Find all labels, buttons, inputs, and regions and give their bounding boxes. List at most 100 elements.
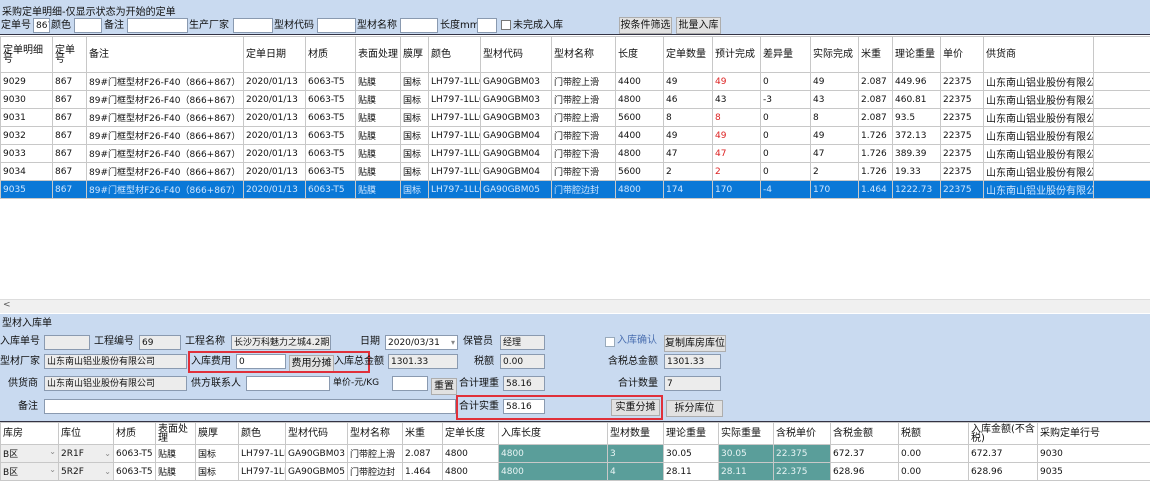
reset-button[interactable]: 重置: [431, 378, 457, 395]
table-cell[interactable]: 30.05: [718, 444, 774, 463]
remark-input[interactable]: [127, 18, 188, 33]
dropdown-chevron-icon[interactable]: ⌄: [49, 465, 56, 474]
maker-field[interactable]: 山东南山铝业股份有限公司: [44, 354, 187, 369]
table-cell[interactable]: 5R2F ⌄: [58, 462, 114, 481]
maker-input[interactable]: [233, 18, 273, 33]
table-cell[interactable]: 4800: [498, 462, 608, 481]
table-row[interactable]: 9029 867 89#门框型材F26-F40（866+867） 2020/01/13…: [0, 72, 1150, 91]
column-header[interactable]: 库位: [58, 422, 114, 445]
column-header[interactable]: 理论重量: [892, 36, 941, 73]
column-header[interactable]: 膜厚: [195, 422, 239, 445]
incomplete-checkbox[interactable]: [501, 20, 511, 30]
project-no-input[interactable]: 69: [139, 335, 181, 350]
column-header[interactable]: 米重: [858, 36, 893, 73]
column-header[interactable]: 材质: [113, 422, 156, 445]
column-header[interactable]: 定单明细号: [0, 36, 53, 73]
receipt-no-input[interactable]: [44, 335, 90, 350]
table-row[interactable]: 9034 867 89#门框型材F26-F40（866+867） 2020/01/13…: [0, 162, 1150, 181]
column-header[interactable]: 型材名称: [551, 36, 616, 73]
column-header[interactable]: 采购定单行号: [1037, 422, 1150, 445]
table-cell[interactable]: 2R1F ⌄: [58, 444, 114, 463]
table-row[interactable]: 9035 867 89#门框型材F26-F40（866+867） 2020/01/13…: [0, 180, 1150, 199]
total-field[interactable]: 1301.33: [388, 354, 458, 369]
project-name-input[interactable]: 长沙万科魅力之城4.2期: [231, 335, 331, 350]
name-input[interactable]: [400, 18, 438, 33]
total-tax-field[interactable]: 1301.33: [664, 354, 721, 369]
dropdown-chevron-icon[interactable]: ⌄: [49, 447, 56, 456]
column-header[interactable]: 入库长度: [498, 422, 608, 445]
table-cell[interactable]: B区 ⌄: [0, 462, 59, 481]
actual-split-button[interactable]: 实重分摊: [611, 399, 660, 416]
tax-field[interactable]: 0.00: [500, 354, 545, 369]
contact-input[interactable]: [246, 376, 330, 391]
order-no-input[interactable]: 867: [33, 18, 50, 33]
table-row[interactable]: 9033 867 89#门框型材F26-F40（866+867） 2020/01/13…: [0, 144, 1150, 163]
column-header[interactable]: 长度: [615, 36, 664, 73]
table-cell[interactable]: 3: [607, 444, 664, 463]
table-cell[interactable]: 28.11: [718, 462, 774, 481]
table-row[interactable]: 9030 867 89#门框型材F26-F40（866+867） 2020/01/13…: [0, 90, 1150, 109]
column-header[interactable]: 入库金额(不含税): [968, 422, 1038, 445]
column-header[interactable]: 供货商: [983, 36, 1094, 73]
column-header[interactable]: 定单日期: [243, 36, 306, 73]
order-detail-grid[interactable]: 定单明细号 定单号 备注 定单日期 材质 表面处理 膜厚 颜色 型材代码 型材名称 长度 定单数量 预计…: [0, 34, 1150, 314]
column-header[interactable]: 含税单价: [773, 422, 831, 445]
supplier-field[interactable]: 山东南山铝业股份有限公司: [44, 376, 187, 391]
column-header[interactable]: 含税金额: [830, 422, 899, 445]
column-header[interactable]: 单价: [940, 36, 984, 73]
column-header[interactable]: 材质: [305, 36, 356, 73]
horizontal-scrollbar[interactable]: <: [0, 299, 1150, 313]
column-header[interactable]: 表面处理: [355, 36, 401, 73]
column-header[interactable]: 型材代码: [285, 422, 348, 445]
dropdown-chevron-icon[interactable]: ⌄: [104, 448, 111, 458]
batch-receive-button[interactable]: 批量入库: [676, 17, 721, 34]
copy-location-button[interactable]: 复制库房库位: [664, 335, 726, 352]
price-input[interactable]: [392, 376, 428, 391]
remark-input[interactable]: [44, 399, 456, 414]
column-header[interactable]: 定单长度: [442, 422, 499, 445]
column-header[interactable]: 税额: [898, 422, 969, 445]
column-header[interactable]: 型材数量: [607, 422, 664, 445]
table-cell[interactable]: B区 ⌄: [0, 444, 59, 463]
table-row[interactable]: 9031 867 89#门框型材F26-F40（866+867） 2020/01/13…: [0, 108, 1150, 127]
column-header[interactable]: 米重: [402, 422, 443, 445]
column-header[interactable]: 膜厚: [400, 36, 429, 73]
column-header[interactable]: 颜色: [238, 422, 286, 445]
column-header[interactable]: 颜色: [428, 36, 481, 73]
table-cell[interactable]: 22.375: [773, 462, 831, 481]
column-header[interactable]: 理论重量: [663, 422, 719, 445]
column-header[interactable]: 备注: [86, 36, 244, 73]
theoretical-weight-field[interactable]: 58.16: [503, 376, 545, 391]
table-cell[interactable]: 4: [607, 462, 664, 481]
filter-button[interactable]: 按条件筛选: [619, 17, 672, 34]
column-header[interactable]: 型材名称: [347, 422, 403, 445]
receipt-detail-grid[interactable]: 库房 库位 材质 表面处理 膜厚 颜色 型材代码 型材名称 米重 定单长度 入库长度 型材数量 理论重量…: [0, 421, 1150, 492]
column-header[interactable]: 实际完成: [810, 36, 859, 73]
dropdown-chevron-icon[interactable]: ⌄: [104, 466, 111, 476]
table-row[interactable]: 9032 867 89#门框型材F26-F40（866+867） 2020/01/13…: [0, 126, 1150, 145]
code-input[interactable]: [317, 18, 356, 33]
calendar-dropdown-icon[interactable]: ▾: [450, 338, 455, 347]
column-header[interactable]: 实际重量: [718, 422, 774, 445]
column-header[interactable]: 定单数量: [663, 36, 713, 73]
column-header[interactable]: 差异量: [760, 36, 811, 73]
fee-input[interactable]: 0: [236, 354, 286, 369]
column-header[interactable]: 定单号: [52, 36, 87, 73]
color-input[interactable]: [74, 18, 102, 33]
column-header[interactable]: 型材代码: [480, 36, 552, 73]
column-header[interactable]: 预计完成: [712, 36, 761, 73]
column-header[interactable]: 表面处理: [155, 422, 196, 445]
table-cell[interactable]: 4800: [498, 444, 608, 463]
confirm-checkbox[interactable]: [605, 337, 615, 347]
keeper-input[interactable]: 经理: [500, 335, 545, 350]
table-cell[interactable]: 22.375: [773, 444, 831, 463]
split-location-button[interactable]: 拆分库位: [666, 400, 723, 417]
scroll-left-arrow-icon[interactable]: <: [3, 300, 11, 310]
qty-field[interactable]: 7: [664, 376, 721, 391]
length-input[interactable]: [477, 18, 497, 33]
date-picker[interactable]: 2020/03/31 ▾: [385, 335, 458, 350]
actual-weight-input[interactable]: 58.16: [503, 399, 545, 414]
column-header[interactable]: 库房: [0, 422, 59, 445]
